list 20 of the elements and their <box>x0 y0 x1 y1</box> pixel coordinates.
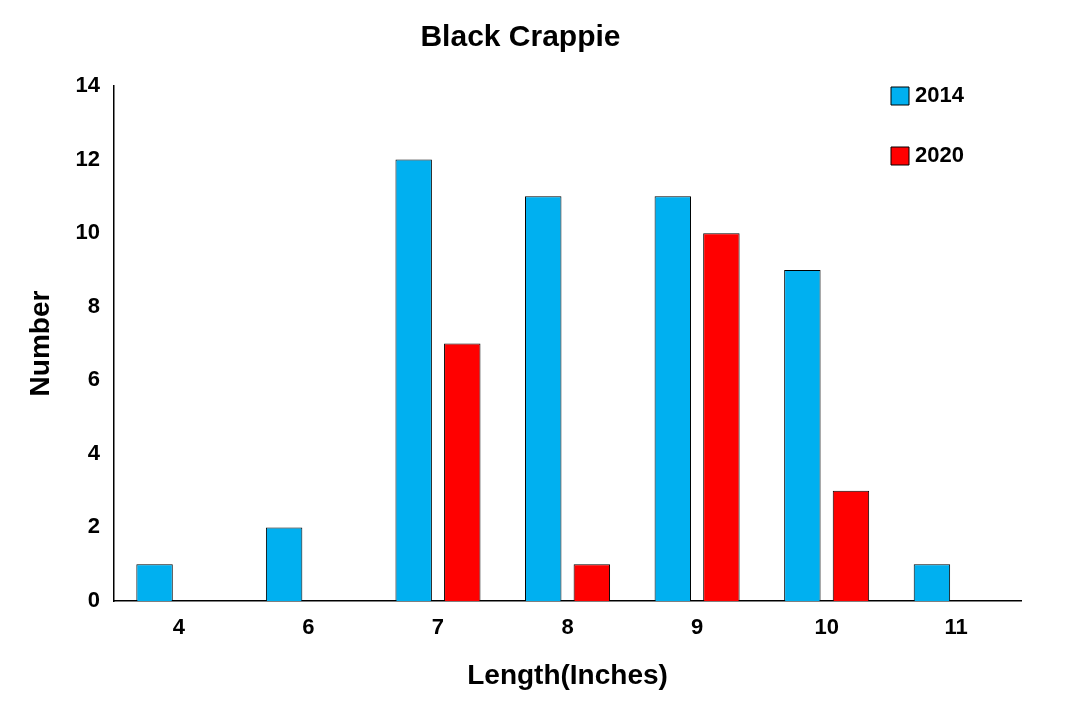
x-tick-label: 7 <box>431 614 445 640</box>
y-tick-label: 2 <box>87 513 101 539</box>
y-tick-label: 12 <box>75 145 101 171</box>
x-tick-label: 8 <box>561 614 574 640</box>
y-tick-label: 6 <box>87 366 101 392</box>
x-tick-label: 10 <box>814 614 839 640</box>
x-tick-label: 9 <box>690 614 704 640</box>
x-tick-label: 4 <box>172 614 186 640</box>
y-tick-label: 8 <box>87 292 101 318</box>
y-tick-label: 14 <box>75 72 101 98</box>
y-tick-label: 0 <box>87 587 101 613</box>
y-tick-label: 4 <box>87 439 101 465</box>
x-tick-label: 11 <box>944 614 968 640</box>
chart-title: Black Crappie <box>420 19 621 53</box>
legend-label: 2014 <box>915 82 965 108</box>
legend-label: 2020 <box>915 142 964 168</box>
x-tick-label: 6 <box>302 614 315 640</box>
y-tick-label: 10 <box>75 219 101 245</box>
y-axis-title: Number <box>23 290 55 397</box>
x-axis-title: Length(Inches) <box>467 658 668 690</box>
